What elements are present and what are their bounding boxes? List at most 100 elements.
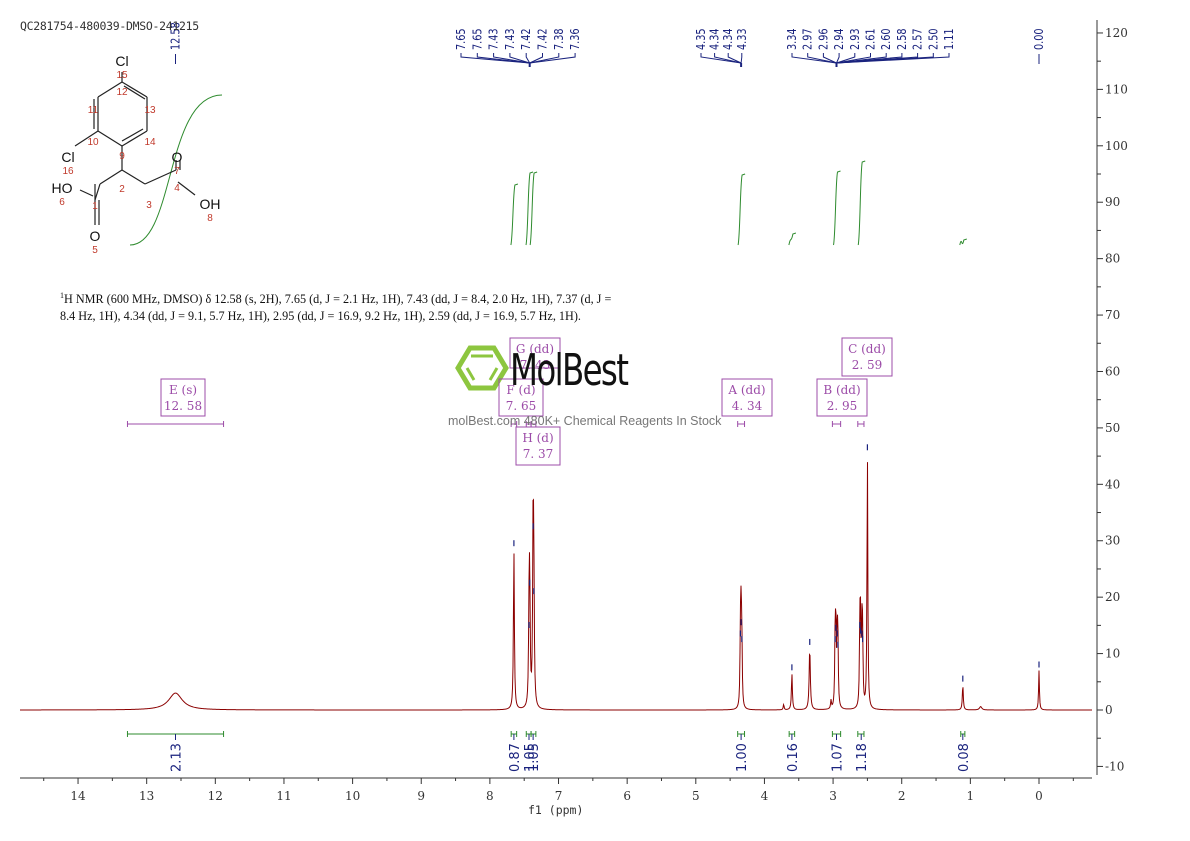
svg-text:C (dd): C (dd) [848,342,886,356]
svg-text:16: 16 [62,166,74,177]
peak-shift-label: 7.42 [535,28,550,50]
svg-text:15: 15 [116,70,128,81]
y-tick-label: 110 [1105,82,1128,96]
svg-text:2. 59: 2. 59 [852,358,883,372]
svg-text:7. 65: 7. 65 [506,399,537,413]
svg-text:4: 4 [174,183,180,194]
integral-value: 0.16 [786,743,801,772]
peak-shift-label: 7.42 [519,28,534,50]
svg-text:12. 58: 12. 58 [164,399,202,413]
peak-shift-label: 2.94 [832,28,847,50]
y-tick-label: 40 [1105,477,1120,491]
x-tick-label: 8 [486,789,494,803]
multiplet-box [841,337,893,377]
nmr-description-text: H NMR (600 MHz, DMSO) δ 12.58 (s, 2H), 7… [60,292,612,324]
multiplet-box [498,378,544,417]
multiplet-box [160,378,206,417]
y-tick-label: 120 [1105,26,1128,40]
peak-shift-label: 12.58 [168,22,183,50]
x-tick-label: 7 [555,789,563,803]
multiplet-box [816,378,868,417]
peak-shift-label: 7.43 [502,28,517,50]
peak-shift-label: 2.61 [863,28,878,50]
svg-text:F (d): F (d) [506,383,535,397]
svg-text:H (d): H (d) [522,431,553,445]
svg-text:1: 1 [92,201,98,212]
peak-shift-label: 4.33 [734,28,749,50]
y-tick-label: 20 [1105,590,1120,604]
peak-shift-label: 2.60 [879,28,894,50]
integral-value: 1.00 [735,743,750,772]
integral-curves [129,94,967,246]
svg-text:2. 95: 2. 95 [827,399,858,413]
peak-shift-label: 7.36 [568,28,583,50]
integral-value: 1.05 [523,743,538,772]
svg-text:HO: HO [52,180,73,196]
y-tick-label: 10 [1105,647,1120,661]
peak-shift-label: 4.35 [693,28,708,50]
x-tick-label: 4 [761,789,769,803]
peak-shift-label: 0.00 [1031,28,1046,50]
svg-text:12: 12 [116,87,128,98]
spectrum-trace [20,444,1092,711]
svg-text:O: O [172,149,183,165]
x-tick-label: 12 [208,789,223,803]
y-tick-label: 0 [1105,703,1113,717]
y-tick-label: 70 [1105,308,1120,322]
svg-text:A (dd): A (dd) [727,383,765,397]
y-tick-label: 30 [1105,534,1120,548]
svg-text:O: O [90,228,101,244]
x-tick-label: 3 [829,789,837,803]
svg-text:8: 8 [207,213,213,224]
peak-shift-label: 7.38 [551,28,566,50]
svg-text:4. 34: 4. 34 [732,399,763,413]
nmr-superscript: 1 [60,291,64,300]
axes: 14 13 12 11 10 9 8 7 6 5 4 3 2 1 012011010090807060504… [20,20,1128,803]
svg-text:3: 3 [146,200,152,211]
x-axis-label: f1 (ppm) [528,803,584,817]
integral-regions: 2.13 0.87 1.051.05 1.00 0.16 1.07 1.18 0.08 [126,731,972,772]
peak-shift-label: 7.65 [453,28,468,50]
peak-labels: 12.58 7.65 7.65 7.43 7.43 7.42 7.42 7.38 7.36 4.3… [168,22,1046,67]
multiplet-box [509,337,561,369]
multiplet-box [515,426,561,466]
svg-text:10: 10 [87,137,99,148]
peak-shift-label: 2.96 [816,28,831,50]
y-tick-label: -10 [1105,759,1124,773]
svg-text:2: 2 [119,184,125,195]
y-tick-label: 100 [1105,139,1128,153]
svg-text:B (dd): B (dd) [823,383,860,397]
svg-text:9: 9 [119,151,125,162]
x-tick-label: 5 [692,789,700,803]
peak-shift-label: 4.34 [707,28,722,50]
y-tick-label: 90 [1105,195,1120,209]
peak-shift-label: 2.93 [847,28,862,50]
x-tick-label: 14 [70,789,86,803]
peak-shift-label: 2.97 [800,28,815,50]
svg-text:7. 43: 7. 43 [520,358,551,372]
peak-shift-label: 3.34 [784,28,799,50]
peak-shift-label: 2.58 [894,28,909,50]
svg-text:13: 13 [144,105,156,116]
multiplet-annotations: E (s) 12. 58 G (dd) 7. 43 F (d) 7. 65 H (d) 7. … [126,337,893,466]
x-tick-label: 13 [139,789,154,803]
svg-text:Cl: Cl [61,149,74,165]
svg-text:5: 5 [92,245,98,256]
peak-shift-label: 2.50 [926,28,941,50]
integral-value: 1.18 [855,743,870,772]
peak-shift-label: 2.57 [910,28,925,50]
watermark-tagline: molBest.com 480K+ Chemical Reagents In S… [448,414,722,428]
peak-shift-label: 7.43 [486,28,501,50]
integral-value: 0.87 [508,743,523,772]
x-tick-label: 0 [1035,789,1043,803]
nmr-description: 1H NMR (600 MHz, DMSO) δ 12.58 (s, 2H), … [60,287,620,325]
integral-value: 0.08 [957,743,972,772]
y-tick-label: 60 [1105,364,1120,378]
x-tick-label: 2 [898,789,906,803]
peak-shift-label: 1.11 [941,28,956,50]
peak-shift-label: 4.34 [721,28,736,50]
svg-text:7: 7 [174,166,180,177]
multiplet-box [721,378,773,417]
